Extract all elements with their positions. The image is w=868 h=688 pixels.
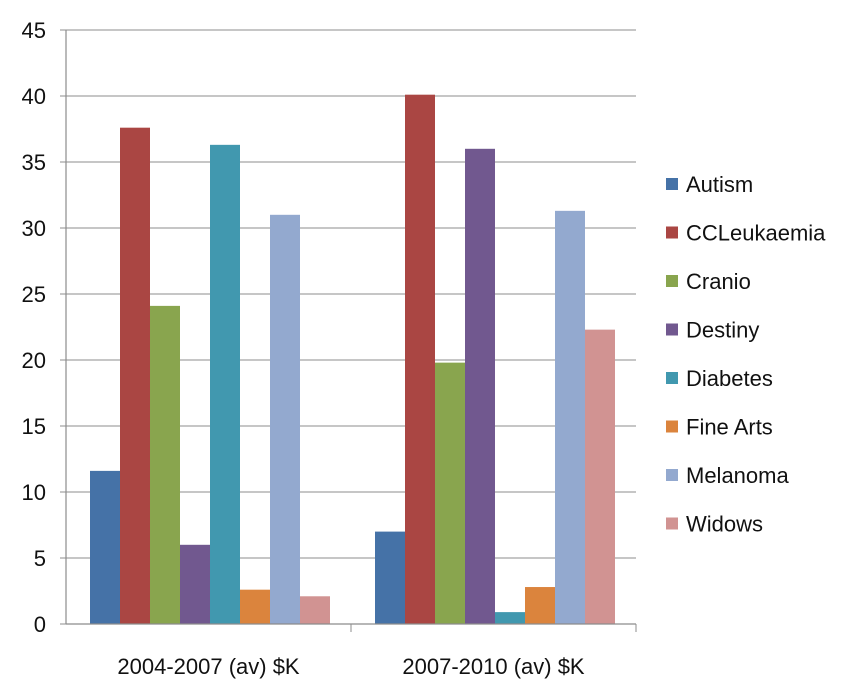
bar-widows <box>585 329 615 624</box>
bars <box>90 94 615 625</box>
y-tick-label: 25 <box>22 282 46 307</box>
y-tick-label: 15 <box>22 414 46 439</box>
y-tick-label: 5 <box>34 546 46 571</box>
bar-fine-arts <box>240 589 270 624</box>
y-tick-label: 20 <box>22 348 46 373</box>
bar-fine-arts <box>525 587 555 624</box>
legend-label: Destiny <box>686 318 759 343</box>
legend-swatch <box>666 275 678 287</box>
legend-label: Widows <box>686 512 763 537</box>
y-tick-label: 35 <box>22 150 46 175</box>
bar-widows <box>300 596 330 624</box>
x-category-label: 2004-2007 (av) $K <box>117 654 300 679</box>
legend-swatch <box>666 178 678 190</box>
bar-autism <box>375 531 405 624</box>
legend-label: Fine Arts <box>686 415 773 440</box>
bar-ccleukaemia <box>405 94 435 625</box>
legend-swatch <box>666 323 678 336</box>
legend-swatch <box>666 372 678 384</box>
bar-destiny <box>465 148 495 625</box>
bar-diabetes <box>495 612 525 624</box>
y-tick-label: 0 <box>34 612 46 637</box>
bar-melanoma <box>555 210 585 624</box>
bar-melanoma <box>270 214 300 625</box>
legend-label: Diabetes <box>686 366 773 391</box>
bar-autism <box>90 470 120 624</box>
bar-cranio <box>150 305 180 624</box>
bar-diabetes <box>210 144 240 624</box>
legend-swatch <box>666 420 678 433</box>
y-tick-label: 10 <box>22 480 46 505</box>
y-tick-label: 40 <box>22 84 46 109</box>
legend-label: Autism <box>686 172 753 197</box>
legend: Autism CCLeukaemia Cranio Destiny Diabetes Fi… <box>666 172 826 537</box>
y-tick-label: 30 <box>22 216 46 241</box>
bar-cranio <box>435 362 465 624</box>
legend-label: Melanoma <box>686 463 789 488</box>
y-tick-label: 45 <box>22 18 46 43</box>
bar-destiny <box>180 544 210 624</box>
bar-ccleukaemia <box>120 127 150 625</box>
legend-swatch <box>666 226 678 239</box>
x-category-label: 2007-2010 (av) $K <box>402 654 585 679</box>
legend-swatch <box>666 469 678 481</box>
axes: 0 5 10 15 20 25 30 35 40 45 2004-2007 (av) $K 2007-… <box>22 18 637 679</box>
legend-label: Cranio <box>686 269 751 294</box>
legend-swatch <box>666 517 678 530</box>
legend-label: CCLeukaemia <box>686 221 826 246</box>
